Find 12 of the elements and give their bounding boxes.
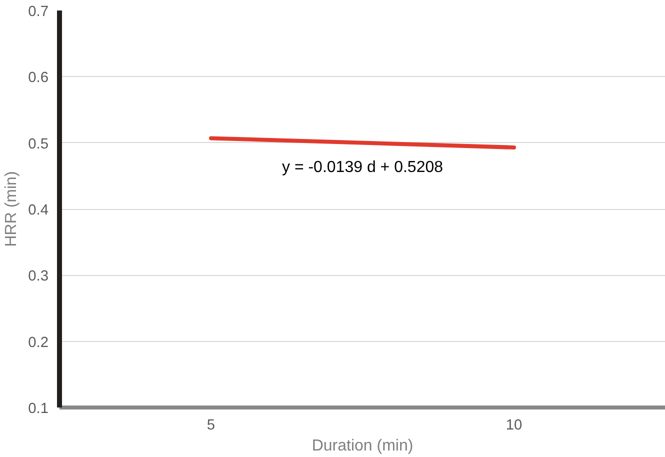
y-tick-label: 0.4 (28, 202, 48, 218)
y-tick-label: 0.2 (28, 334, 48, 351)
annotation: y = -0.0139 d + 0.5208 (282, 158, 444, 176)
y-tick-label: 0.7 (28, 4, 48, 20)
x-axis-title: Duration (min) (312, 438, 414, 454)
y-tick-label: 0.6 (28, 70, 48, 86)
x-tick-label: 5 (206, 418, 216, 434)
x-tick-label: 10 (506, 418, 522, 434)
y-tick-label: 0.5 (28, 136, 48, 152)
y-tick-label: 0.1 (28, 401, 48, 417)
y-tick-label: 0.3 (28, 268, 48, 285)
y-axis-title: HRR (min) (3, 171, 20, 247)
